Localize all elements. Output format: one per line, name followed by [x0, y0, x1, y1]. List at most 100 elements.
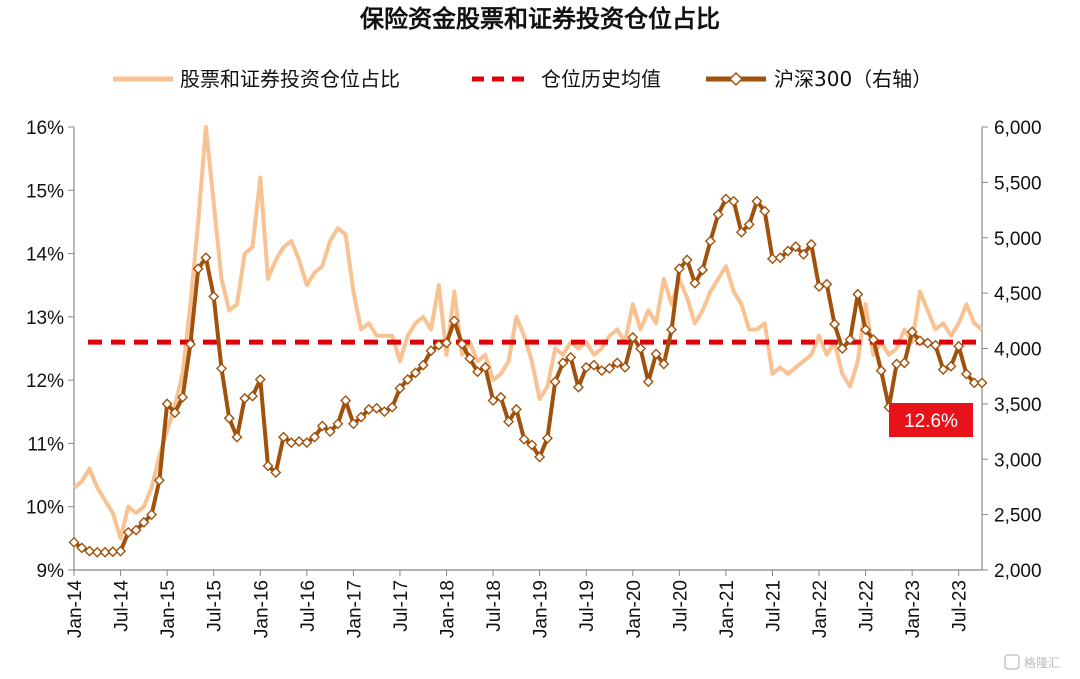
csi300-point	[650, 348, 662, 360]
csi300-point	[658, 358, 670, 370]
csi300-point	[766, 253, 778, 265]
csi300-point	[409, 367, 421, 379]
csi300-point	[278, 431, 290, 443]
csi300-point	[898, 357, 910, 369]
csi300-point	[68, 536, 80, 548]
x-tick-label: Jul-21	[763, 580, 784, 632]
csi300-point	[805, 238, 817, 250]
csi300-point	[76, 542, 88, 554]
csi300-point	[441, 337, 453, 349]
csi300-point	[774, 252, 786, 264]
csi300-point	[425, 345, 437, 357]
watermark-logo-icon	[1004, 654, 1020, 670]
csi300-point	[347, 418, 359, 430]
ratio-line	[72, 125, 984, 541]
csi300-point	[146, 509, 158, 521]
csi300-point	[479, 361, 491, 373]
annotation-box	[889, 403, 973, 437]
csi300-point	[161, 398, 173, 410]
left-axis-ticks: 9% 10% 11% 12% 13% 14% 15% 16%	[26, 118, 74, 582]
csi300-point	[929, 339, 941, 351]
x-tick-label: Jul-15	[205, 580, 226, 632]
csi300-point	[728, 195, 740, 207]
csi300-point	[922, 337, 934, 349]
csi300-point	[681, 254, 693, 266]
csi300-point	[355, 411, 367, 423]
csi300-point	[906, 326, 918, 338]
csi300-point	[635, 343, 647, 354]
csi300-point	[821, 278, 833, 290]
csi300-point	[759, 205, 771, 217]
csi300-point	[487, 395, 499, 407]
csi300-point	[836, 343, 848, 354]
csi300-point	[720, 193, 732, 205]
csi300-point	[666, 324, 678, 336]
watermark-text: 格隆汇	[1024, 655, 1060, 670]
csi300-point	[619, 361, 631, 373]
legend-label-average: 仓位历史均值	[541, 67, 661, 91]
csi300-point	[153, 474, 165, 486]
x-tick-label: Jan-15	[158, 580, 179, 638]
left-tick-label: 13%	[26, 308, 64, 329]
csi300-point	[247, 390, 258, 402]
csi300-point	[169, 407, 181, 419]
right-axis-ticks: 2,000 2,500 3,000 3,500 4,000 4,500 5,000 5,500…	[982, 118, 1042, 582]
csi300-point	[417, 359, 429, 371]
csi300-point	[262, 460, 274, 472]
x-tick-label: Jul-14	[112, 580, 133, 632]
left-tick-label: 12%	[26, 371, 64, 392]
csi300-point	[534, 451, 546, 463]
legend-label-csi300: 沪深300（右轴）	[774, 67, 932, 91]
csi300-point	[239, 392, 251, 404]
csi300-point	[464, 352, 476, 364]
x-tick-label: Jul-19	[577, 580, 598, 632]
x-tick-label: Jan-14	[65, 580, 86, 639]
right-tick-label: 5,000	[994, 229, 1042, 250]
csi300-point	[852, 288, 864, 300]
csi300-point	[697, 264, 709, 276]
csi300-point	[215, 362, 227, 374]
csi300-point	[254, 374, 266, 385]
csi300-point	[138, 516, 150, 528]
csi300-point	[456, 338, 468, 350]
csi300-point	[541, 432, 553, 444]
csi300-point	[340, 395, 352, 407]
series-csi300	[68, 193, 988, 558]
csi300-point	[704, 235, 716, 247]
csi300-point	[976, 377, 988, 389]
csi300-point	[790, 241, 802, 253]
right-tick-label: 3,000	[994, 450, 1042, 471]
csi300-point	[891, 358, 903, 370]
watermark: 格隆汇	[1004, 654, 1060, 670]
csi300-point	[627, 331, 639, 343]
x-tick-label: Jan-17	[344, 580, 365, 638]
csi300-point	[200, 252, 212, 264]
csi300-point	[503, 416, 515, 428]
csi300-point	[115, 545, 127, 557]
csi300-point	[231, 431, 243, 443]
csi300-point	[91, 546, 103, 558]
x-tick-label: Jan-19	[531, 580, 552, 638]
csi300-point	[572, 381, 584, 393]
legend: 股票和证券投资仓位占比 仓位历史均值 沪深300（右轴）	[113, 67, 932, 91]
csi300-point	[84, 545, 96, 557]
csi300-point	[860, 324, 872, 336]
csi300-point	[642, 376, 654, 388]
x-tick-label: Jul-17	[391, 580, 412, 632]
csi300-point	[689, 277, 701, 289]
x-tick-label: Jan-23	[903, 580, 924, 638]
csi300-point	[386, 401, 398, 413]
left-tick-label: 11%	[27, 434, 64, 455]
csi300-point	[829, 318, 841, 330]
csi300-point	[751, 195, 763, 207]
csi300-point	[192, 263, 204, 275]
csi300-point	[743, 218, 755, 230]
x-tick-label: Jan-21	[717, 580, 738, 638]
csi300-point	[813, 280, 825, 292]
csi300-point	[953, 340, 965, 352]
x-axis-ticks: Jan-14 Jul-14 Jan-15 Jul-15 Jan-16 Jul-16 Jan-…	[65, 570, 971, 638]
csi300-point	[960, 368, 972, 380]
csi300-point	[99, 546, 111, 558]
x-tick-label: Jul-23	[950, 580, 971, 632]
csi300-point	[316, 420, 328, 432]
